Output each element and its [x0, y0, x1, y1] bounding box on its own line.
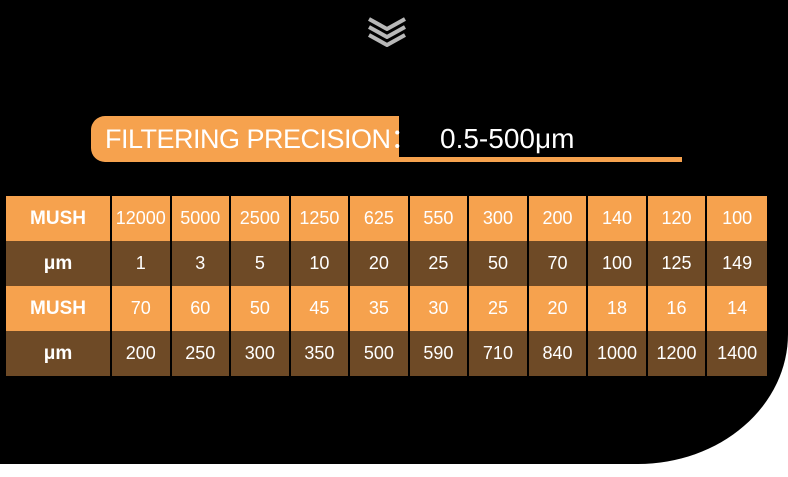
table-cell: 550: [409, 196, 470, 241]
row-header: μm: [6, 241, 112, 286]
table-cell: 1000: [588, 331, 648, 376]
table-cell: 25: [469, 286, 529, 331]
table-cell: 25: [409, 241, 470, 286]
table-cell: 100: [588, 241, 648, 286]
table-cell: 50: [469, 241, 529, 286]
table-cell: 14: [707, 286, 767, 331]
table-cell: 710: [469, 331, 529, 376]
table-cell: 18: [588, 286, 648, 331]
table-cell: 120: [647, 196, 708, 241]
dark-panel: FILTERING PRECISION： 0.5-500μm MUSH 12000…: [0, 0, 788, 464]
table-row: MUSH 12000 5000 2500 1250 625 550 300 200 140 120 1…: [6, 196, 767, 241]
table-cell: 500: [350, 331, 410, 376]
table-cell: 200: [112, 331, 172, 376]
table-cell: 350: [290, 331, 351, 376]
table-cell: 70: [112, 286, 172, 331]
row-header: MUSH: [6, 286, 112, 331]
table-cell: 1250: [290, 196, 351, 241]
table-row: μm 1 3 5 10 20 25 50 70 100 125 149: [6, 241, 767, 286]
table-cell: 1400: [707, 331, 767, 376]
heading-underline: [399, 157, 682, 162]
table-cell: 35: [350, 286, 410, 331]
table-cell: 840: [528, 331, 589, 376]
table-cell: 60: [171, 286, 232, 331]
table-cell: 1: [112, 241, 172, 286]
table-cell: 250: [171, 331, 232, 376]
table-cell: 45: [290, 286, 351, 331]
table-cell: 200: [528, 196, 589, 241]
chevrons-down-icon: [368, 17, 406, 47]
table-cell: 2500: [231, 196, 291, 241]
table-cell: 5: [231, 241, 291, 286]
table-cell: 20: [528, 286, 589, 331]
table-cell: 16: [647, 286, 708, 331]
table-cell: 30: [409, 286, 470, 331]
filtering-precision-label: FILTERING PRECISION：: [91, 116, 418, 162]
table-cell: 140: [588, 196, 648, 241]
table-cell: 12000: [112, 196, 172, 241]
table-row: MUSH 70 60 50 45 35 30 25 20 18 16 14: [6, 286, 767, 331]
table-cell: 125: [647, 241, 708, 286]
row-header: μm: [6, 331, 112, 376]
table-cell: 1200: [647, 331, 708, 376]
table-row: μm 200 250 300 350 500 590 710 840 1000 1200 1400: [6, 331, 767, 376]
table-cell: 50: [231, 286, 291, 331]
table-cell: 3: [171, 241, 232, 286]
table-cell: 70: [528, 241, 589, 286]
table-cell: 590: [409, 331, 470, 376]
row-header: MUSH: [6, 196, 112, 241]
table-cell: 20: [350, 241, 410, 286]
table-cell: 300: [469, 196, 529, 241]
filtering-precision-value: 0.5-500μm: [440, 123, 575, 154]
table-cell: 5000: [171, 196, 232, 241]
table-cell: 100: [707, 196, 767, 241]
table-cell: 625: [350, 196, 410, 241]
mesh-micron-table: MUSH 12000 5000 2500 1250 625 550 300 200 140 120 1…: [6, 196, 767, 376]
table-cell: 149: [707, 241, 767, 286]
table-cell: 300: [231, 331, 291, 376]
table-cell: 10: [290, 241, 351, 286]
